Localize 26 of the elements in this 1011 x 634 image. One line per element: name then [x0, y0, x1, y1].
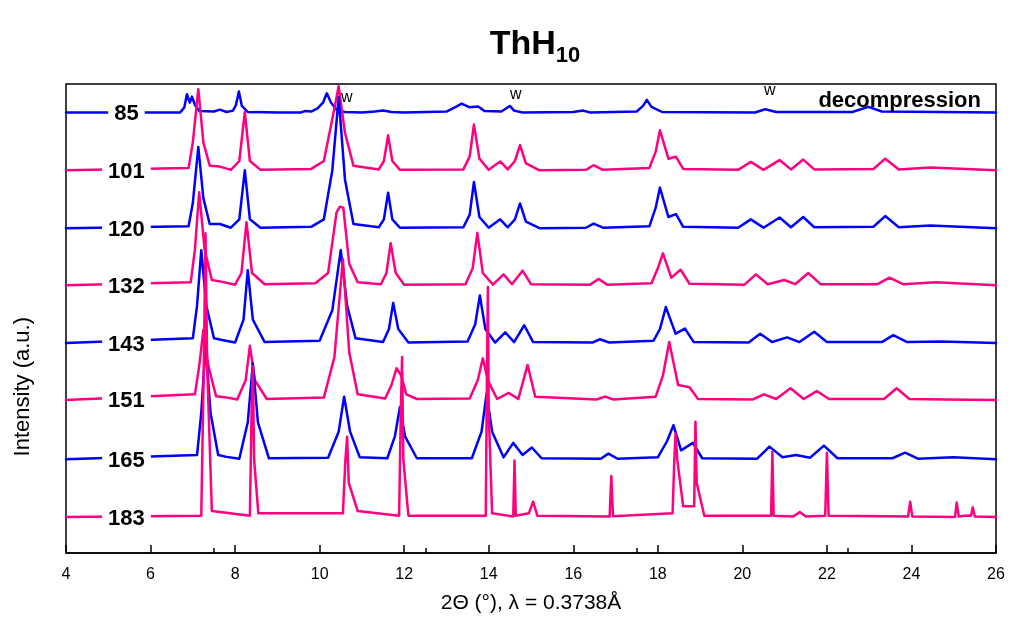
series-label: 101 — [108, 157, 145, 183]
x-tick-label: 22 — [818, 564, 836, 582]
x-tick-label: 20 — [733, 564, 752, 582]
y-axis-title: Intensity (a.u.) — [8, 317, 34, 457]
x-tick-label: 10 — [310, 564, 329, 582]
x-tick-label: 18 — [648, 564, 667, 582]
annotation: w — [340, 87, 353, 105]
x-tick-label: 24 — [902, 564, 921, 582]
x-tick-label: 12 — [395, 564, 414, 582]
x-axis-title: 2Θ (°), λ = 0.3738Å — [440, 590, 622, 613]
annotation: decompression — [818, 86, 981, 112]
series-label: 183 — [108, 504, 145, 530]
x-tick-label: 26 — [987, 564, 1005, 582]
annotation: w — [509, 84, 522, 102]
x-tick-label: 6 — [146, 564, 156, 582]
series-label: 151 — [108, 387, 145, 413]
series-label: 165 — [108, 446, 145, 472]
annotation: w — [763, 80, 776, 98]
x-tick-label: 8 — [230, 564, 240, 582]
x-tick-label: 16 — [564, 564, 583, 582]
x-tick-label: 4 — [61, 564, 71, 582]
series-label: 85 — [114, 99, 139, 125]
series-label: 120 — [108, 215, 145, 241]
series-label: 132 — [108, 272, 145, 298]
series-label: 143 — [108, 330, 145, 356]
x-tick-label: 14 — [479, 564, 498, 582]
